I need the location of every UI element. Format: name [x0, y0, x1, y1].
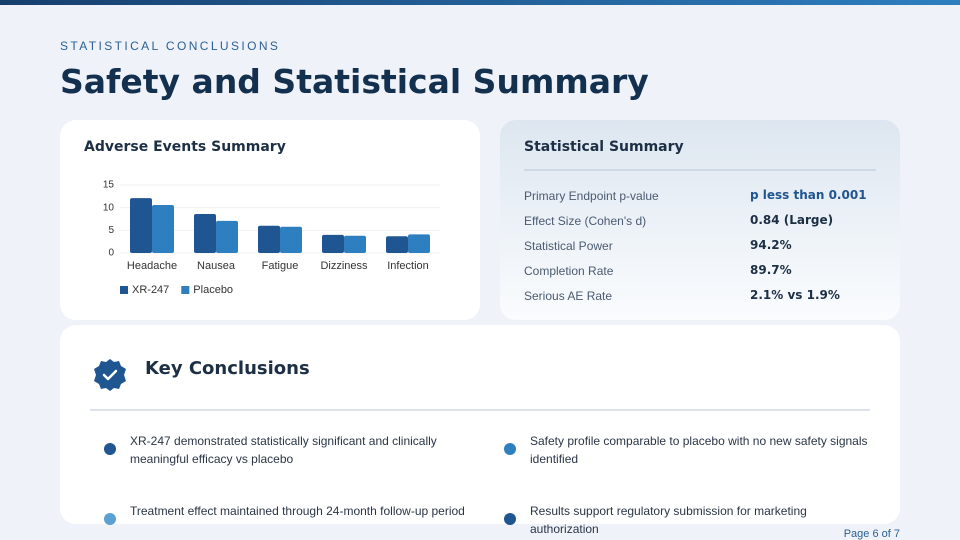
legend-label: Placebo	[193, 284, 233, 296]
bar	[130, 198, 152, 253]
stat-label: Serious AE Rate	[524, 289, 613, 303]
stat-label: Completion Rate	[524, 264, 614, 278]
stat-value: 0.84 (Large)	[750, 213, 834, 227]
bar	[216, 220, 238, 253]
stat-label: Effect Size (Cohen's d)	[524, 214, 647, 228]
bullet	[504, 513, 516, 525]
bar	[280, 226, 302, 253]
stat-value: p less than 0.001	[750, 188, 867, 202]
page-number: Page 6 of 7	[843, 528, 900, 540]
conclusion-item: Safety profile comparable to placebo wit…	[530, 434, 868, 466]
kicker: STATISTICAL CONCLUSIONS	[60, 39, 281, 53]
chart: 0 5 10 15 Headache Nausea Fatigue Dizziness Infe…	[103, 180, 440, 296]
chart-card: Adverse Events Summary 0 5 10 15 Headache Nau…	[60, 120, 480, 320]
chart-title: Adverse Events Summary	[84, 139, 286, 155]
conclusion-item: XR-247 demonstrated statistically signif…	[130, 434, 437, 466]
stat-value: 2.1% vs 1.9%	[750, 288, 840, 302]
bar	[194, 214, 216, 253]
y-tick-label: 5	[108, 225, 114, 236]
top-bar	[0, 0, 960, 5]
bar	[258, 225, 280, 253]
conclusions-title: Key Conclusions	[145, 358, 310, 379]
x-tick-label: Fatigue	[262, 260, 299, 272]
stats-title: Statistical Summary	[524, 139, 684, 155]
bullet	[104, 513, 116, 525]
x-tick-label: Headache	[127, 260, 177, 272]
bullet	[104, 443, 116, 455]
conclusions-card: Key Conclusions XR-247 demonstrated stat…	[60, 325, 900, 536]
divider	[524, 169, 876, 171]
bar	[408, 234, 430, 253]
conclusion-item: Results support regulatory submission fo…	[530, 504, 807, 536]
y-tick-label: 10	[103, 202, 115, 213]
bar	[152, 204, 174, 253]
legend-label: XR-247	[132, 284, 169, 296]
y-tick-label: 0	[108, 248, 114, 259]
y-tick-label: 15	[103, 180, 115, 191]
check-badge	[94, 359, 126, 391]
bar	[322, 234, 344, 253]
x-tick-label: Nausea	[197, 260, 236, 272]
title: Safety and Statistical Summary	[60, 62, 649, 101]
legend-swatch	[120, 286, 128, 294]
legend-swatch	[181, 286, 190, 294]
stat-label: Primary Endpoint p-value	[524, 189, 659, 203]
divider	[90, 409, 870, 411]
bullet	[504, 443, 516, 455]
x-tick-label: Infection	[387, 260, 429, 272]
stats-card: Statistical Summary Primary Endpoint p-v…	[500, 120, 900, 320]
stat-label: Statistical Power	[524, 239, 613, 253]
stat-value: 94.2%	[750, 238, 792, 252]
bar	[344, 235, 366, 253]
bar	[386, 236, 408, 253]
conclusion-item: Treatment effect maintained through 24-m…	[130, 504, 465, 518]
x-tick-label: Dizziness	[320, 260, 368, 272]
stat-value: 89.7%	[750, 263, 792, 277]
